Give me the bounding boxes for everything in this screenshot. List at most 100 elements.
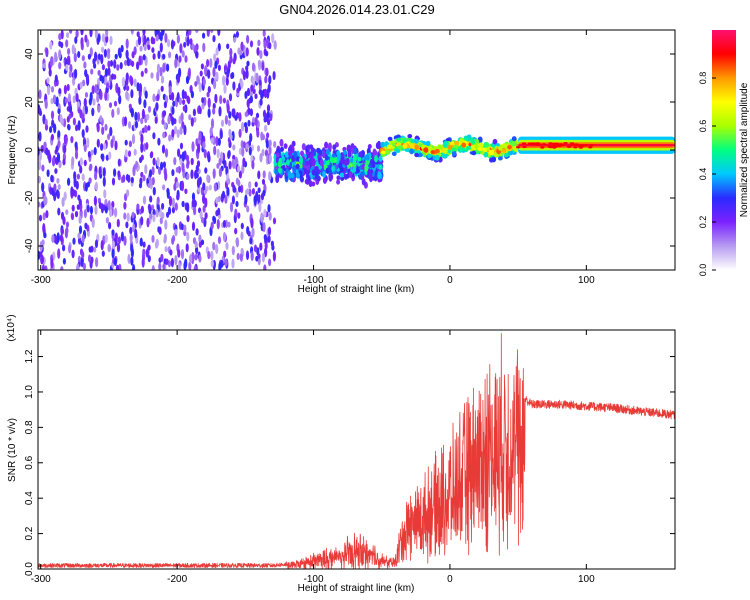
spectrogram-cell (159, 217, 163, 225)
spectrogram-cell (208, 184, 212, 191)
spectrogram-cell (254, 181, 258, 188)
spectrogram-cell (150, 151, 154, 158)
spectrogram-cell (160, 75, 165, 84)
spectrogram-cell (378, 164, 383, 170)
spectrogram-cell (387, 136, 393, 142)
spectrogram-cell (177, 262, 181, 270)
spectrogram-cell (209, 127, 213, 137)
spectrogram-cell (268, 258, 272, 267)
snr-x-tick-label: 100 (578, 574, 595, 585)
spectrogram-cell (77, 120, 81, 131)
spectrogram-cell (100, 53, 104, 65)
spectrogram-cell (65, 209, 69, 215)
spectrogram-cell (113, 168, 117, 177)
spectrogram-cell (63, 191, 67, 201)
spectrogram-cell (159, 31, 163, 42)
spectrogram-cell (264, 124, 268, 132)
spectrogram-cell (226, 186, 230, 197)
spectrogram-cell (569, 142, 575, 146)
spectrogram-cell (260, 192, 265, 201)
spectrogram-cell (212, 35, 216, 43)
spectrogram-cell (88, 254, 92, 263)
spectrogram-cell (40, 254, 45, 265)
spectrogram-cell (96, 122, 100, 129)
spectrogram-cell (51, 156, 56, 167)
spectrogram-cell (162, 184, 166, 191)
spectrogram-cell (291, 140, 296, 147)
snr-xlabel: Height of straight line (km) (298, 583, 415, 594)
spectrogram-cell (268, 42, 272, 50)
spectrogram-cell (94, 239, 99, 249)
spectrogram-cell (215, 136, 219, 147)
spectrogram-cell (136, 61, 140, 71)
spectrogram-cell (466, 145, 472, 150)
spectrogram-cell (414, 152, 419, 158)
spectrogram-cell (244, 111, 248, 118)
spectrogram-y-tick-label: -40 (24, 238, 35, 253)
spectrogram-cell (79, 165, 83, 174)
spectrogram-x-tick-label: 100 (578, 275, 595, 286)
spectrogram-cell (49, 126, 53, 134)
snr-y-tick-label: 0.4 (24, 491, 35, 505)
spectrogram-cell (60, 41, 64, 49)
spectrogram-cell (217, 236, 222, 244)
spectrogram-cell (176, 74, 180, 84)
spectrogram-cell (286, 159, 290, 166)
spectrogram-cell (193, 206, 197, 216)
spectrogram-cell (165, 258, 169, 265)
colorbar-tick-label: 0.8 (698, 72, 708, 85)
spectrogram-cell (365, 154, 370, 161)
colorbar-tick-label: 0.0 (698, 264, 708, 277)
spectrogram-cell (180, 223, 184, 231)
colorbar-ticks: 0.0 0.2 0.4 0.6 0.8 (698, 72, 716, 277)
spectrogram-cell (249, 95, 253, 104)
spectrogram-cell (235, 237, 239, 245)
spectrogram-cell (90, 149, 94, 156)
spectrogram-cell (206, 174, 210, 183)
spectrogram-cell (306, 144, 311, 151)
spectrogram-cell (65, 64, 69, 72)
spectrogram-cell (80, 37, 84, 47)
spectrogram-cell (309, 152, 314, 160)
spectrogram-cell (322, 170, 327, 178)
spectrogram-cell (374, 155, 378, 163)
spectrogram-cell (202, 182, 206, 191)
spectrogram-cell (210, 137, 214, 144)
figure-title: GN04.2026.014.23.01.C29 (279, 2, 434, 17)
spectrogram-cell (95, 257, 99, 268)
spectrogram-cell (257, 59, 261, 67)
spectrogram-cell (154, 116, 158, 124)
spectrogram-cell (50, 174, 54, 183)
spectrogram-cell (50, 133, 55, 141)
spectrogram-cell (142, 30, 146, 36)
spectrogram-cell (107, 133, 111, 141)
spectrogram-cell (251, 227, 255, 238)
spectrogram-cell (194, 241, 198, 249)
spectrogram-cell (201, 216, 205, 224)
spectrogram-cell (67, 124, 71, 131)
spectrogram-cell (244, 121, 248, 128)
spectrogram-cell (139, 237, 143, 247)
spectrogram-cell (182, 99, 186, 105)
spectrogram-cell (161, 118, 165, 125)
spectrogram-cell (114, 140, 118, 151)
spectrogram-cell (198, 82, 202, 93)
spectrogram-cell (121, 76, 125, 88)
spectrogram-cell (161, 202, 165, 210)
spectrogram-cell (123, 235, 127, 246)
spectrogram-cell (327, 142, 332, 151)
spectrogram-cell (186, 202, 190, 213)
spectrogram-cell (227, 149, 231, 158)
spectrogram-cell (72, 117, 76, 126)
spectrogram-cell (261, 61, 265, 71)
spectrogram-cell (202, 141, 206, 150)
spectrogram-cell (113, 257, 117, 267)
spectrogram-cell (107, 60, 111, 69)
spectrogram-cell (214, 93, 218, 104)
spectrogram-cell (81, 173, 85, 181)
spectrogram-cell (501, 143, 507, 149)
spectrogram-cell (268, 154, 272, 164)
spectrogram-cell (202, 194, 206, 204)
spectrogram-cell (222, 97, 226, 104)
spectrogram-cell (152, 93, 156, 103)
